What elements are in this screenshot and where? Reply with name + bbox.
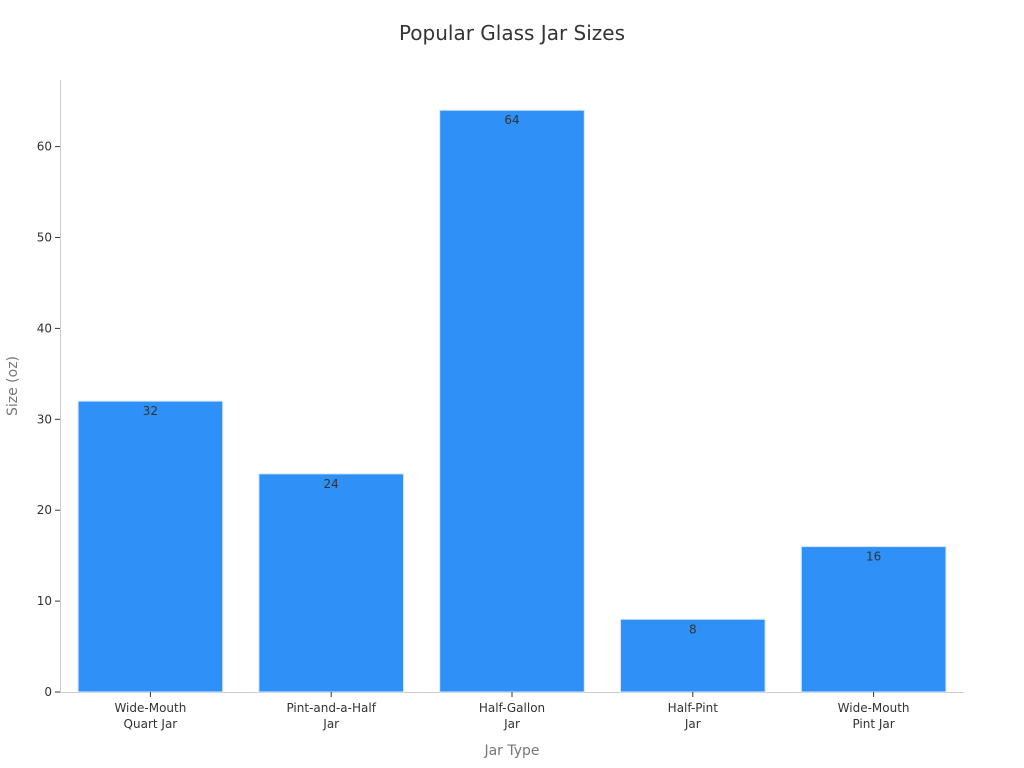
y-ticks: 0 10 20 30 40 50 60	[37, 140, 60, 699]
bar	[800, 546, 947, 693]
x-tick-label-line: Jar	[322, 717, 339, 731]
x-tick-label-line: Jar	[684, 717, 701, 731]
x-tick-label-line: Half-Gallon	[479, 701, 545, 715]
bar-value-label: 64	[504, 113, 519, 127]
x-tick-label-line: Pint-and-a-Half	[286, 701, 376, 715]
bar-value-label: 32	[143, 404, 158, 418]
x-axis-title: Jar Type	[483, 743, 539, 759]
y-axis-title: Size (oz)	[5, 356, 21, 416]
y-tick-label: 0	[44, 685, 52, 699]
bar	[77, 400, 224, 693]
x-tick-label-line: Half-Pint	[668, 701, 719, 715]
x-tick-label-line: Wide-Mouth	[838, 701, 910, 715]
x-tick-label: Half-Gallon Jar	[479, 701, 545, 731]
y-tick-label: 60	[37, 140, 52, 154]
bars	[77, 109, 947, 693]
bar-value-label: 24	[324, 477, 339, 491]
x-tick-label: Wide-Mouth Quart Jar	[114, 701, 186, 731]
chart-title: Popular Glass Jar Sizes	[399, 21, 625, 45]
x-tick-label-line: Quart Jar	[124, 717, 178, 731]
x-tick-label: Pint-and-a-Half Jar	[286, 701, 376, 731]
x-tick-label-line: Jar	[503, 717, 520, 731]
bar	[619, 618, 766, 693]
x-tick-label-line: Wide-Mouth	[114, 701, 186, 715]
bar	[439, 109, 585, 693]
y-tick-label: 40	[37, 321, 52, 335]
bar	[258, 473, 405, 693]
bar-value-label: 16	[866, 550, 881, 564]
y-tick-label: 20	[37, 503, 52, 517]
y-tick-label: 50	[37, 231, 52, 245]
bar-value-label: 8	[689, 622, 697, 636]
y-tick-label: 10	[37, 594, 52, 608]
data-labels: 32 24 64 8 16	[143, 113, 881, 636]
x-tick-label-line: Pint Jar	[852, 717, 894, 731]
x-tick-label: Wide-Mouth Pint Jar	[838, 701, 910, 731]
y-tick-label: 30	[37, 412, 52, 426]
x-tick-label: Half-Pint Jar	[668, 701, 719, 731]
